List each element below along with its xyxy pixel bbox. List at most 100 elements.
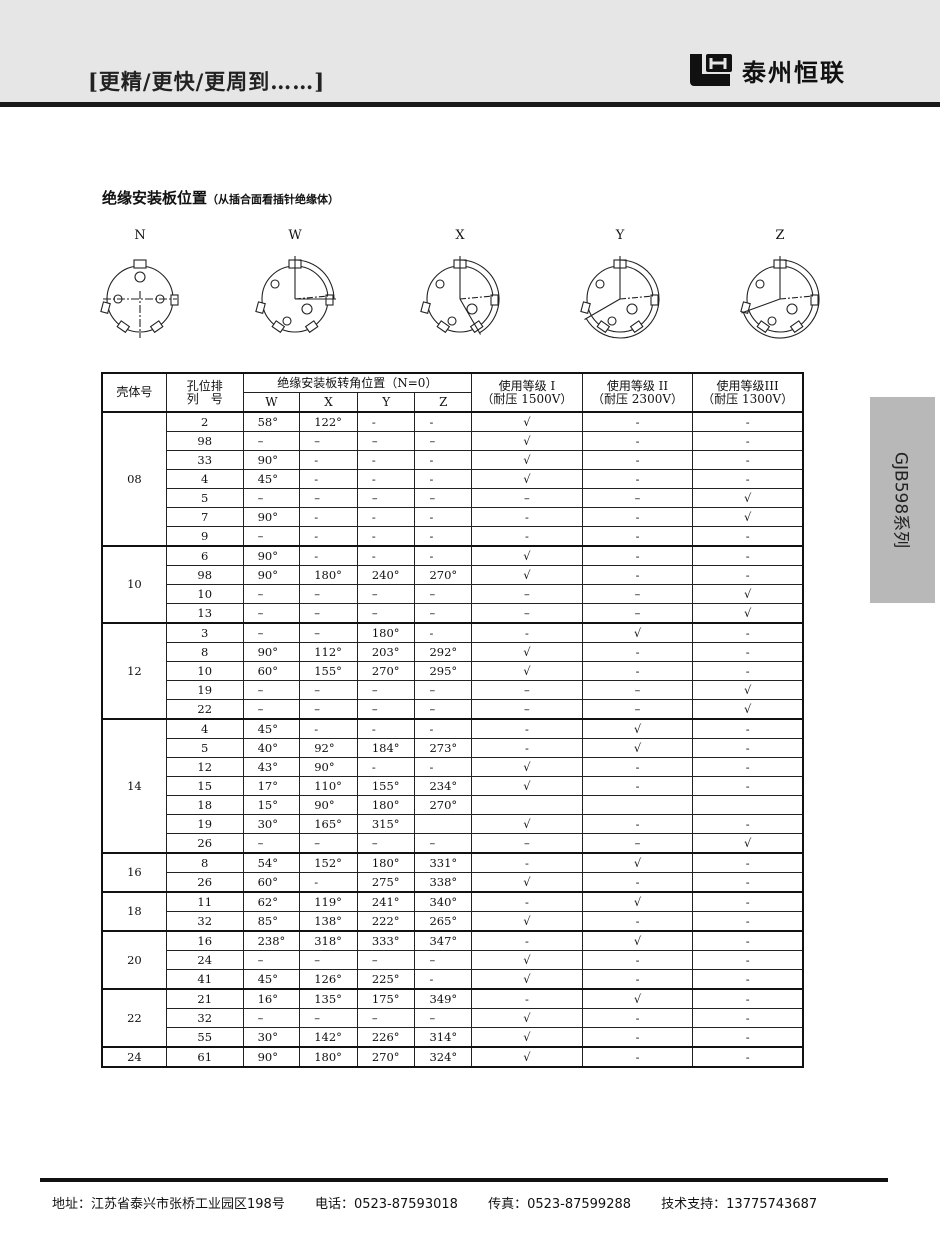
shell-size-cell: 22 [101,988,167,1048]
x-cell: 126° [299,969,358,990]
layout-cell: 4 [165,718,244,739]
layout-cell: 10 [165,661,244,681]
y-cell: 155° [356,776,416,796]
w-cell: – [242,833,301,854]
grade-3-cell: - [692,661,804,681]
grade-2-cell: - [581,1027,694,1048]
y-cell: 180° [356,622,416,643]
z-cell: – [414,603,473,624]
x-cell: - [299,526,358,547]
w-cell: 45° [242,969,301,990]
y-cell: - [356,411,416,432]
layout-cell: 18 [165,795,244,815]
connector-face-icon [100,259,179,338]
z-cell: - [414,450,473,470]
w-cell: 90° [242,565,301,585]
w-cell: 45° [242,469,301,489]
grade-1-cell: - [471,930,583,951]
x-cell: 165° [299,814,358,834]
company-name: 泰州恒联 [742,58,846,87]
x-cell: 318° [299,930,358,951]
grade-1-cell: – [471,699,583,720]
grade-1-cell: – [471,833,583,854]
col-layout: 孔位排列 号 [165,372,244,413]
x-cell: 119° [299,891,358,912]
company-logo: 泰州恒联 [688,52,846,88]
grade-2-cell: √ [581,738,694,758]
x-cell: 92° [299,738,358,758]
table-row: 10 60° 155° 270° 295° √ - - [102,661,804,681]
layout-cell: 16 [165,930,244,951]
layout-cell: 98 [165,565,244,585]
y-cell: 333° [356,930,416,951]
grade-1-cell: √ [471,565,583,585]
x-cell: 122° [299,411,358,432]
insert-diagram-x: X [405,228,515,343]
grade-2-cell: - [581,450,694,470]
grade-3-cell: √ [692,603,804,624]
grade-3-cell: - [692,1008,804,1028]
grade-3-cell: - [692,776,804,796]
layout-cell: 32 [165,911,244,932]
layout-cell: 19 [165,814,244,834]
z-cell: - [414,411,473,432]
w-cell: 30° [242,1027,301,1048]
grade-3-cell: - [692,565,804,585]
table-row: 24– – – – √ - - [102,950,804,970]
z-cell: 340° [414,891,473,912]
z-cell: 292° [414,642,473,662]
w-cell: – [242,526,301,547]
x-cell: - [299,718,358,739]
y-cell: 275° [356,872,416,893]
shell-size-cell: 10 [101,545,167,624]
x-cell: - [299,507,358,527]
layout-cell: 98 [165,431,244,451]
grade-2-cell: – [581,603,694,624]
y-cell: 241° [356,891,416,912]
y-cell: – [356,833,416,854]
z-cell: - [414,507,473,527]
grade-1-cell: √ [471,1027,583,1048]
z-cell: – [414,488,473,508]
w-cell: 15° [242,795,301,815]
grade-3-cell [692,795,804,815]
y-cell: - [356,526,416,547]
x-cell: 180° [299,1046,358,1068]
insert-position-table: 壳体号 孔位排列 号 绝缘安装板转角位置（N=0） 使用等级 I （耐压 1500… [101,372,804,1068]
w-cell: 30° [242,814,301,834]
layout-cell: 21 [165,988,244,1009]
w-cell: 40° [242,738,301,758]
w-cell: – [242,950,301,970]
diagram-label: Z [775,228,785,243]
layout-cell: 24 [165,950,244,970]
table-row: 18 15° 90° 180° 270° [102,795,804,815]
grade-3-cell: √ [692,507,804,527]
table-row: 19 30° 165° 315° √ - - [102,814,804,834]
table-row: 08 2 58° 122° - - √ - - [101,411,804,547]
grade-2-cell: - [581,642,694,662]
grade-3-cell: - [692,738,804,758]
y-cell: – [356,431,416,451]
table-row: 10 6 90° - - - √ - - [101,545,804,624]
table-row: 98 90° 180° 240° 270° √ - - [102,565,804,585]
z-cell: - [414,526,473,547]
z-cell: - [414,622,473,643]
footer-phone: 电话：0523-87593018 [314,1197,458,1212]
table-row: 26– – – – – – √ [102,833,804,854]
grade-2-cell: – [581,584,694,604]
shell-size-cell: 24 [101,1046,167,1068]
z-cell: – [414,1008,473,1028]
insert-diagram-z: Z [725,228,835,343]
w-cell: 90° [242,545,301,566]
y-cell: - [356,545,416,566]
x-cell: 142° [299,1027,358,1048]
layout-cell: 10 [165,584,244,604]
grade-2-cell: - [581,507,694,527]
x-cell: – [299,1008,358,1028]
w-cell: 90° [242,507,301,527]
shell-size-cell: 20 [101,930,167,990]
y-cell: 270° [356,1046,416,1068]
z-cell [414,814,473,834]
grade-1-cell: - [471,738,583,758]
grade-1-cell: √ [471,911,583,932]
